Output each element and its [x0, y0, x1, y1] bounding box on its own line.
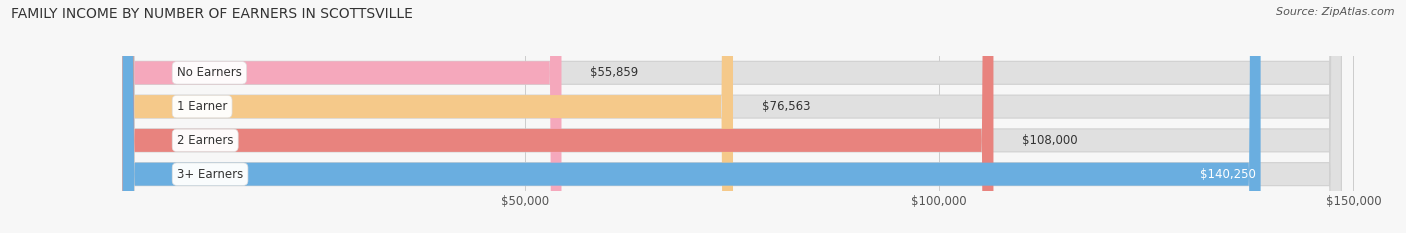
FancyBboxPatch shape [122, 0, 1341, 233]
Text: No Earners: No Earners [177, 66, 242, 79]
Text: $140,250: $140,250 [1201, 168, 1256, 181]
FancyBboxPatch shape [122, 0, 994, 233]
FancyBboxPatch shape [122, 0, 561, 233]
FancyBboxPatch shape [122, 0, 1341, 233]
Text: FAMILY INCOME BY NUMBER OF EARNERS IN SCOTTSVILLE: FAMILY INCOME BY NUMBER OF EARNERS IN SC… [11, 7, 413, 21]
Text: Source: ZipAtlas.com: Source: ZipAtlas.com [1277, 7, 1395, 17]
FancyBboxPatch shape [122, 0, 1341, 233]
Text: 1 Earner: 1 Earner [177, 100, 228, 113]
Text: $76,563: $76,563 [762, 100, 810, 113]
FancyBboxPatch shape [122, 0, 1261, 233]
FancyBboxPatch shape [122, 0, 1341, 233]
FancyBboxPatch shape [122, 0, 733, 233]
Text: $55,859: $55,859 [591, 66, 638, 79]
Text: 2 Earners: 2 Earners [177, 134, 233, 147]
Text: 3+ Earners: 3+ Earners [177, 168, 243, 181]
Text: $108,000: $108,000 [1022, 134, 1077, 147]
